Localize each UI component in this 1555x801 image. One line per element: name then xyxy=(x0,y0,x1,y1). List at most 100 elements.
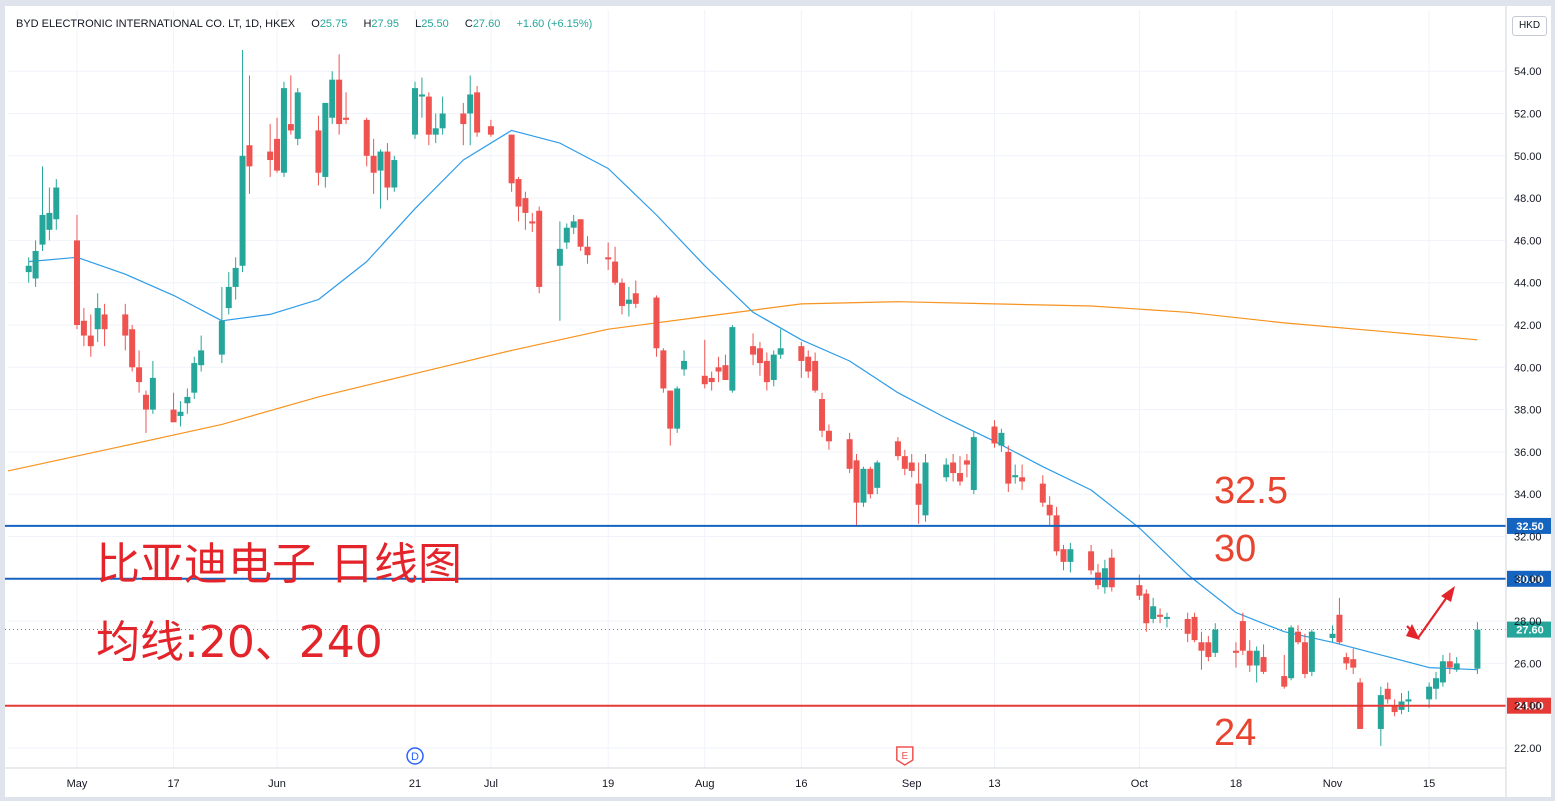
candle-down xyxy=(529,212,536,232)
candle-body xyxy=(577,219,584,247)
trend-arrow-head xyxy=(1441,586,1455,602)
candle-up xyxy=(198,335,205,372)
level-annotation-24: 24 xyxy=(1214,712,1257,754)
candle-body xyxy=(605,257,612,260)
candle-body xyxy=(53,187,60,220)
candle-body xyxy=(894,441,901,457)
y-tick-label: 52.00 xyxy=(1514,109,1542,121)
candle-body xyxy=(232,267,239,287)
candle-body xyxy=(487,126,494,135)
trend-arrow-layer xyxy=(1406,586,1455,640)
candle-down xyxy=(274,117,281,173)
candle-body xyxy=(667,390,674,429)
earnings-label: E xyxy=(901,751,908,762)
candle-body xyxy=(825,430,832,442)
candle-down xyxy=(957,456,964,486)
candle-body xyxy=(329,79,336,118)
candle-body xyxy=(708,377,715,383)
axes-layer: 22.00 24.00 26.00 28.00 30.00 32.00 34.00 36.00… xyxy=(5,6,1542,797)
candle-body xyxy=(943,464,950,478)
x-tick-label: Jul xyxy=(484,778,498,790)
candle-up xyxy=(25,257,32,283)
ma240-layer xyxy=(7,301,1478,472)
candle-body xyxy=(39,215,46,245)
candle-body xyxy=(515,179,522,207)
candle-body xyxy=(418,94,425,97)
candle-down xyxy=(894,437,901,461)
candle-down xyxy=(1191,612,1198,643)
candle-down xyxy=(1232,642,1239,668)
high-label: H xyxy=(363,18,372,30)
candle-down xyxy=(1046,496,1053,526)
candle-up xyxy=(377,149,384,209)
candle-body xyxy=(674,388,681,429)
currency-button[interactable]: HKD xyxy=(1512,16,1547,36)
candle-down xyxy=(1198,631,1205,670)
earnings-icon xyxy=(896,746,914,766)
candle-up xyxy=(432,113,439,144)
candle-body xyxy=(1046,504,1053,516)
candle-down xyxy=(1295,625,1302,645)
candle-up xyxy=(1426,682,1433,708)
candle-body xyxy=(618,282,625,306)
y-tick-label: 54.00 xyxy=(1514,66,1542,78)
candle-up xyxy=(777,329,784,359)
candle-up xyxy=(1253,646,1260,683)
candle-body xyxy=(522,198,529,213)
x-tick-label: 13 xyxy=(988,778,1000,790)
ma20-layer xyxy=(28,129,1478,671)
y-tick-label: 48.00 xyxy=(1514,193,1542,205)
candle-down xyxy=(460,102,467,146)
levels-layer: 32.50 30.00 24.00 27.60 xyxy=(5,517,1551,714)
level-annotation-30: 30 xyxy=(1214,528,1257,570)
candle-down xyxy=(805,350,812,378)
candle-body xyxy=(1405,699,1412,702)
candle-body xyxy=(901,456,908,469)
candle-up xyxy=(1150,597,1157,624)
close-label: C xyxy=(464,18,473,30)
candle-down xyxy=(763,352,770,391)
candle-down xyxy=(170,392,177,423)
candle-body xyxy=(625,299,632,304)
candle-body xyxy=(1377,695,1384,729)
x-tick-label: May xyxy=(67,778,88,790)
candle-body xyxy=(1301,642,1308,674)
candle-up xyxy=(1012,464,1019,484)
candle-body xyxy=(805,356,812,372)
candle-body xyxy=(957,473,964,482)
candle-down xyxy=(1384,682,1391,704)
candle-body xyxy=(1184,618,1191,634)
candle-down xyxy=(515,176,522,222)
candle-body xyxy=(812,360,819,391)
candle-down xyxy=(632,280,639,309)
open-label: O xyxy=(311,18,320,30)
candle-up xyxy=(218,286,225,364)
candle-body xyxy=(129,329,136,368)
candle-up xyxy=(943,458,950,482)
last-price-text: 27.60 xyxy=(1516,625,1544,637)
candle-down xyxy=(487,119,494,137)
level-tag-24.00 xyxy=(1507,697,1551,714)
candle-down xyxy=(701,339,708,389)
candle-up xyxy=(922,454,929,522)
candle-up xyxy=(1474,622,1481,674)
x-tick-label: 19 xyxy=(602,778,614,790)
candle-body xyxy=(1232,650,1239,653)
candle-down xyxy=(1060,544,1067,571)
candle-body xyxy=(998,432,1005,446)
candle-body xyxy=(922,462,929,516)
candle-up xyxy=(1308,629,1315,677)
candle-down xyxy=(819,392,826,438)
candle-down xyxy=(1019,464,1026,490)
candle-up xyxy=(970,430,977,495)
candle-body xyxy=(556,248,563,266)
candle-down xyxy=(846,432,853,474)
candle-body xyxy=(991,426,998,444)
candle-body xyxy=(1053,515,1060,552)
candle-down xyxy=(1184,612,1191,643)
candle-body xyxy=(1157,614,1164,617)
open-value: 25.75 xyxy=(319,18,348,30)
candle-down xyxy=(867,466,874,499)
